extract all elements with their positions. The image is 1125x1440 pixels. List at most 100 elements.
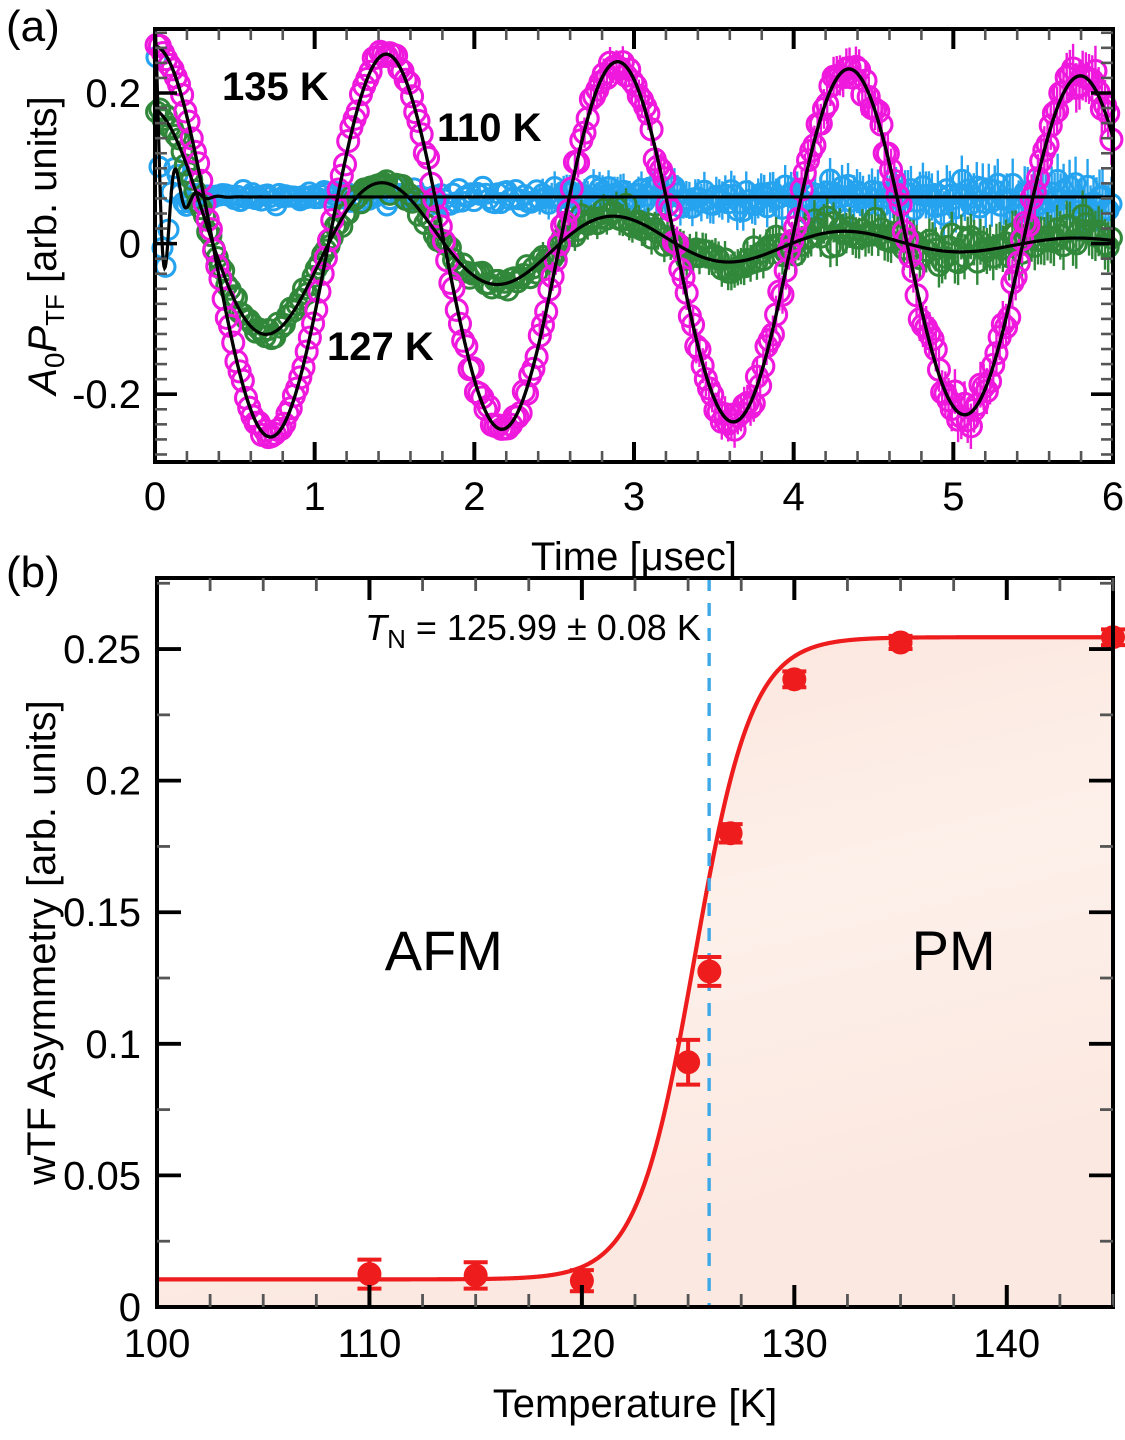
data-point xyxy=(1064,172,1087,195)
data-point xyxy=(1003,264,1028,289)
data-point xyxy=(984,341,1009,366)
data-point xyxy=(853,68,878,93)
data-point xyxy=(505,405,530,430)
y-tick-label: 0.05 xyxy=(63,1154,141,1198)
data-point xyxy=(291,355,316,380)
data-point xyxy=(1025,166,1051,191)
y-tick-label: 0.15 xyxy=(63,891,141,935)
data-point xyxy=(454,334,479,359)
series-label-127k: 127 K xyxy=(327,325,434,369)
data-point xyxy=(294,339,319,364)
ylabel-P: P xyxy=(21,326,65,353)
data-point xyxy=(463,1263,488,1288)
data-point xyxy=(521,356,546,381)
panel-b-label: (b) xyxy=(6,548,60,597)
series-label-135k: 135 K xyxy=(222,65,329,109)
data-point xyxy=(782,667,807,692)
data-point xyxy=(780,228,805,254)
panel-b-data-points xyxy=(357,625,1125,1294)
ylabel-units: [arb. units] xyxy=(21,96,65,294)
panel-b-plot: 100 110 120 130 140 0 0.05 0.1 0.15 0.2 0.25 Temper… xyxy=(20,576,1125,1426)
x-tick-label: 2 xyxy=(463,475,485,519)
data-point xyxy=(166,72,191,97)
data-point xyxy=(357,1262,382,1287)
data-point xyxy=(1029,148,1054,174)
y-tick-label: 0 xyxy=(119,1286,141,1330)
phase-label-pm: PM xyxy=(912,919,996,982)
data-point xyxy=(690,353,715,378)
data-point xyxy=(329,163,354,188)
y-tick-label: 0.1 xyxy=(85,1023,141,1067)
data-point xyxy=(735,391,760,416)
data-point xyxy=(400,84,425,109)
data-point xyxy=(687,337,712,362)
data-point xyxy=(301,311,326,336)
data-point xyxy=(170,82,195,107)
data-point xyxy=(345,99,370,124)
data-point xyxy=(406,108,431,134)
ylabel-sub0: 0 xyxy=(39,353,70,369)
data-point xyxy=(202,238,227,263)
fit-curve-127-K xyxy=(154,108,1114,336)
panel-a-label: (a) xyxy=(6,2,60,51)
data-point xyxy=(400,190,424,214)
data-point xyxy=(572,120,597,145)
y-tick-label: 0.25 xyxy=(63,628,141,672)
panel-b-ylabel: wTF Asymmetry [arb. units] xyxy=(20,700,64,1186)
data-point xyxy=(393,67,418,92)
data-point xyxy=(617,57,642,82)
data-point xyxy=(1022,179,1047,204)
data-point xyxy=(676,1050,701,1075)
y-tick-label: 0.2 xyxy=(85,760,141,804)
data-point xyxy=(230,368,255,393)
data-point xyxy=(269,315,293,339)
y-tick-label: 0.2 xyxy=(85,72,141,116)
fit-curve-110-K xyxy=(153,28,1113,272)
data-point xyxy=(815,205,839,229)
data-point xyxy=(374,169,399,193)
data-point xyxy=(502,266,526,290)
ylabel-A: A xyxy=(21,368,65,397)
data-point xyxy=(182,139,207,164)
data-point xyxy=(901,259,926,284)
data-point xyxy=(307,279,332,304)
data-point xyxy=(981,352,1006,378)
data-point xyxy=(811,96,837,121)
data-point xyxy=(288,365,313,390)
data-point xyxy=(620,69,645,94)
data-point xyxy=(1038,113,1063,138)
x-tick-label: 0 xyxy=(144,475,166,519)
data-point xyxy=(738,395,763,420)
data-point xyxy=(173,99,198,124)
data-point xyxy=(863,97,888,122)
x-tick-label: 6 xyxy=(1102,475,1124,519)
y-tick-label: -0.2 xyxy=(72,373,141,417)
data-point xyxy=(285,376,310,401)
series-label-110k: 110 K xyxy=(437,106,542,150)
tn-value: = 125.99 ± 0.08 K xyxy=(406,607,701,648)
y-tick-label: 0 xyxy=(119,223,141,267)
data-point xyxy=(530,313,556,338)
panel-a-ylabel: A0PTF [arb. units] xyxy=(21,96,70,397)
data-point xyxy=(272,411,297,436)
data-point xyxy=(534,299,559,324)
x-tick-label: 130 xyxy=(761,1322,828,1366)
data-point xyxy=(879,157,904,182)
x-tick-label: 100 xyxy=(124,1322,191,1366)
data-point xyxy=(409,122,434,147)
data-point xyxy=(179,126,204,151)
data-point xyxy=(718,821,743,846)
panel-b-fit-curve xyxy=(157,635,1113,1282)
data-point xyxy=(888,630,913,655)
data-point xyxy=(1061,229,1085,253)
panel-b-area-fill xyxy=(157,637,1113,1307)
panel-b-xlabel: Temperature [K] xyxy=(493,1382,778,1426)
data-point xyxy=(697,959,722,984)
x-tick-label: 110 xyxy=(338,1322,402,1366)
phase-label-afm: AFM xyxy=(385,919,503,982)
tn-annotation: TN = 125.99 ± 0.08 K xyxy=(365,607,701,654)
data-point xyxy=(569,1268,594,1293)
data-point xyxy=(358,59,383,84)
data-point xyxy=(815,92,840,117)
